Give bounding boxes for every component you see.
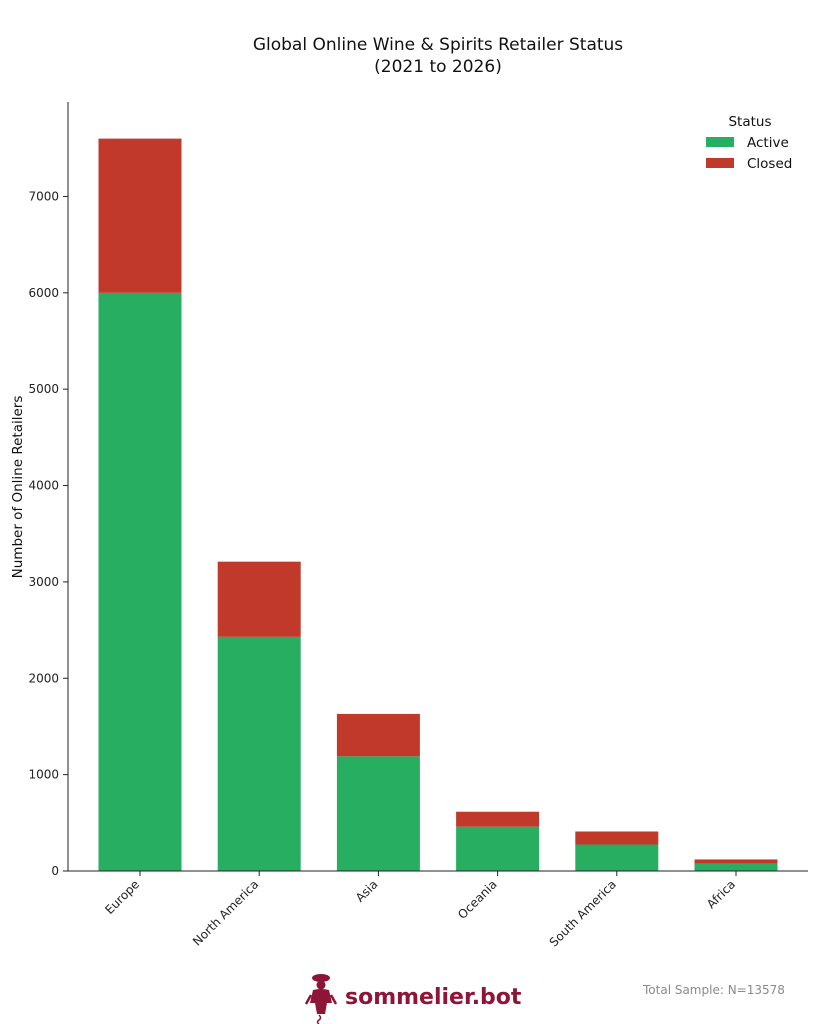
x-tick-label: Europe (102, 877, 142, 917)
bar-active-oceania (456, 826, 540, 871)
x-tick-label: Asia (353, 877, 381, 905)
y-tick-label: 3000 (28, 575, 59, 589)
bar-closed-north-america (217, 561, 301, 637)
chart-title: Global Online Wine & Spirits Retailer St… (253, 35, 623, 55)
bar-active-south-america (575, 844, 659, 871)
x-axis: Europe North America Asia Oceania South Amer… (68, 870, 808, 949)
legend-swatch-closed (706, 158, 734, 168)
y-tick-label: 2000 (28, 671, 59, 685)
bars-group (98, 138, 778, 871)
y-tick-label: 1000 (28, 768, 59, 782)
legend-label-active: Active (747, 135, 789, 151)
bar-closed-africa (694, 859, 778, 864)
x-tick-label: Oceania (455, 877, 500, 922)
y-tick-label: 7000 (28, 189, 59, 203)
legend: Status Active Closed (706, 114, 792, 172)
bar-active-africa (694, 863, 778, 871)
bar-closed-europe (98, 138, 182, 293)
y-axis: 0 1000 2000 3000 4000 5000 6000 7000 (28, 102, 69, 878)
bar-closed-oceania (456, 811, 540, 827)
legend-swatch-active (706, 137, 734, 147)
chart-subtitle: (2021 to 2026) (374, 57, 502, 77)
bar-active-asia (336, 756, 420, 871)
bar-closed-south-america (575, 831, 659, 845)
y-tick-label: 4000 (28, 479, 59, 493)
y-tick-label: 5000 (28, 382, 59, 396)
sommelier-figure-icon (304, 974, 338, 1024)
x-tick-label: North America (190, 877, 261, 948)
y-tick-label: 0 (51, 864, 59, 878)
x-tick-label: South America (547, 877, 619, 949)
bar-closed-asia (336, 713, 420, 757)
legend-title: Status (728, 114, 771, 130)
y-tick-label: 6000 (28, 286, 59, 300)
bar-active-north-america (217, 636, 301, 871)
bar-active-europe (98, 292, 182, 871)
brand-logo: sommelier.bot (303, 970, 521, 1024)
x-tick-label: Africa (704, 877, 738, 911)
total-sample-note: Total Sample: N=13578 (643, 983, 785, 997)
brand-name: sommelier.bot (345, 984, 522, 1010)
y-axis-label: Number of Online Retailers (10, 396, 26, 579)
legend-label-closed: Closed (747, 156, 792, 172)
